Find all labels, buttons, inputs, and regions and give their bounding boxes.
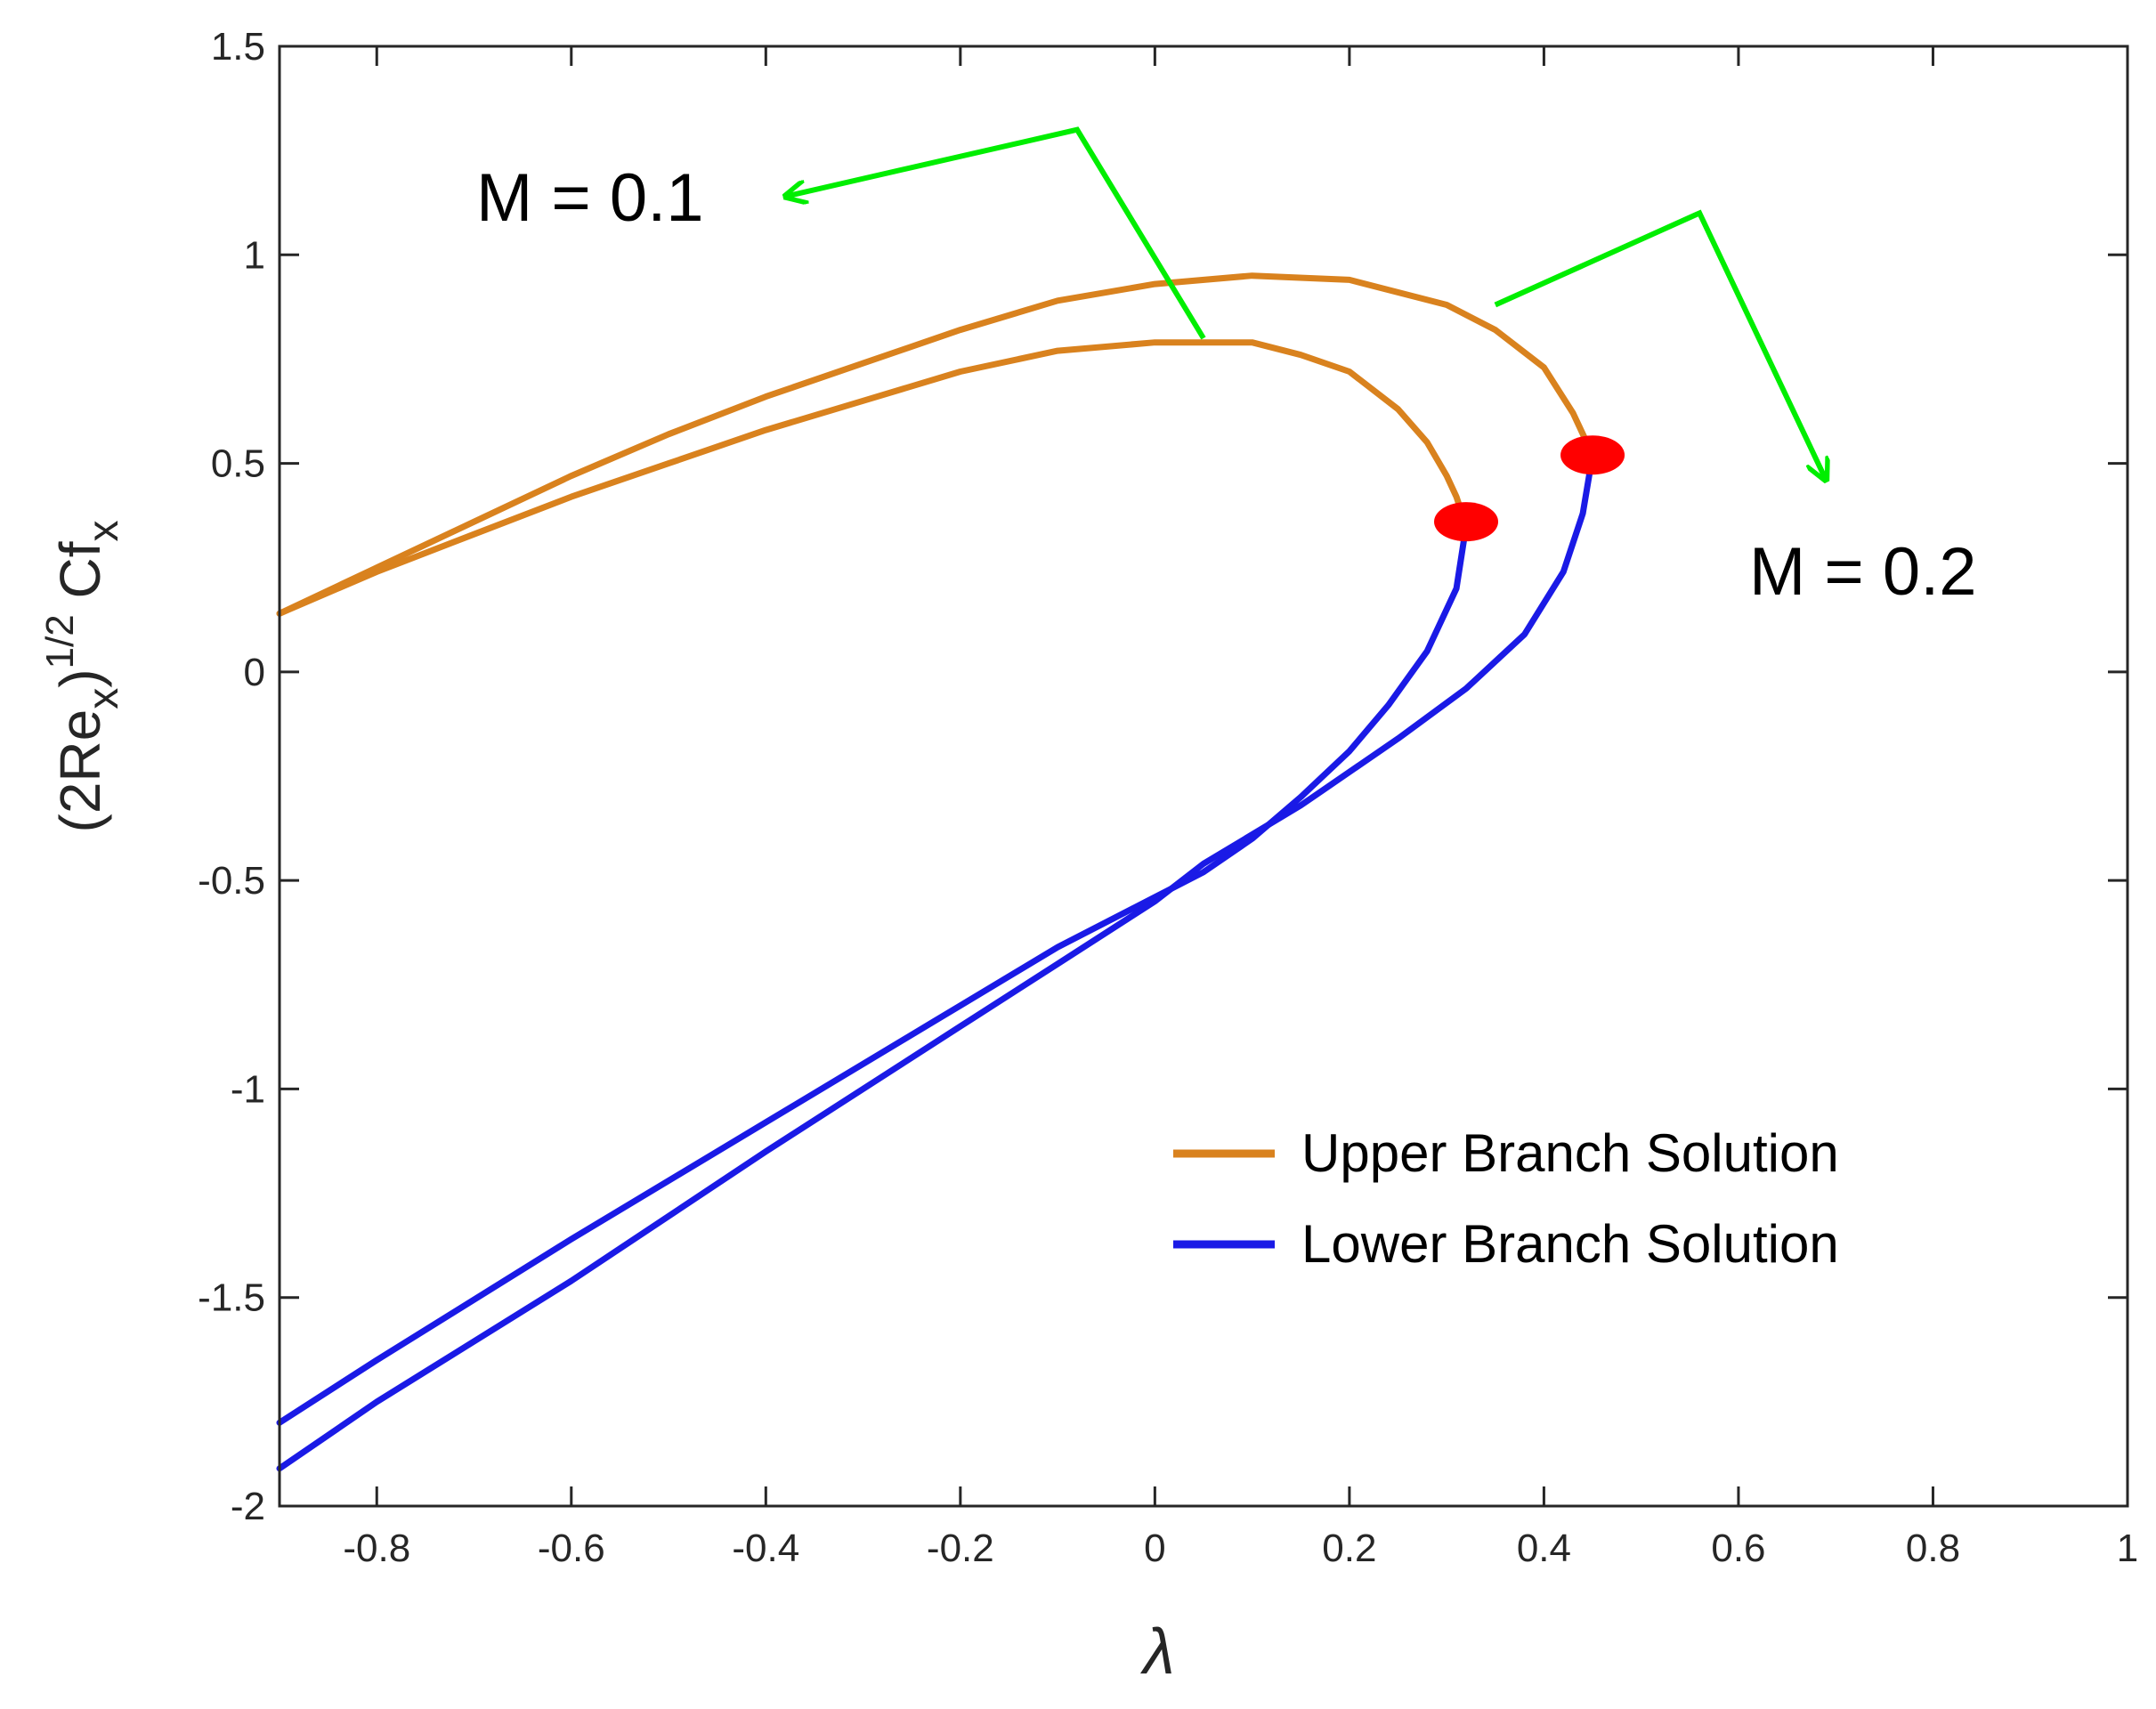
y-axis-title-suffix: Cf (48, 541, 112, 614)
y-axis-title-sub2: x (80, 521, 127, 542)
annotation-arrow-m02 (1494, 209, 1827, 480)
y-axis-title-sup: 1/2 (38, 614, 82, 668)
legend: Upper Branch Solution Lower Branch Solut… (1173, 1123, 1839, 1274)
plot-area (280, 46, 2128, 1506)
x-tick-label: -0.8 (343, 1527, 410, 1570)
y-axis-title-prefix: (2Re (48, 709, 112, 833)
x-tick-label: 0 (1144, 1527, 1165, 1570)
legend-label-lower: Lower Branch Solution (1301, 1214, 1839, 1274)
y-axis-title-mid: ) (48, 668, 112, 687)
annotation-layer (785, 126, 1827, 481)
y-tick-label: 1.5 (211, 25, 265, 69)
ticks-layer: -0.8 -0.6 -0.4 -0.2 0 0.2 0.4 0.6 0.8 1 -2 -1.5 -1 -0… (198, 25, 2138, 1570)
x-tick-label: 1 (2117, 1527, 2138, 1570)
x-tick-label: -0.2 (927, 1527, 994, 1570)
y-axis-title-sub1: x (80, 688, 127, 709)
series-line-m02-upper (276, 272, 1596, 617)
series-layer (276, 272, 1596, 1472)
y-tick-label: -2 (231, 1485, 265, 1528)
legend-label-upper: Upper Branch Solution (1301, 1123, 1839, 1183)
y-tick-label: -0.5 (198, 859, 265, 903)
x-axis-title: λ (1139, 1616, 1174, 1688)
turning-point-marker-m02 (1560, 435, 1625, 475)
y-tick-label: 0.5 (211, 442, 265, 486)
x-tick-label: 0.4 (1517, 1527, 1571, 1570)
x-tick-label: -0.6 (538, 1527, 605, 1570)
y-tick-label: 1 (244, 233, 265, 277)
y-tick-label: -1.5 (198, 1276, 265, 1320)
y-tick-label: 0 (244, 651, 265, 694)
x-tick-label: -0.4 (732, 1527, 799, 1570)
annotation-arrow-m01 (785, 126, 1206, 340)
annotation-label-m01: M = 0.1 (476, 160, 704, 236)
series-line-m02-lower (276, 451, 1596, 1472)
y-axis-title: (2Rex)1/2 Cfx (38, 521, 127, 833)
turning-point-marker-m01 (1434, 502, 1499, 542)
series-line-m01-upper (276, 339, 1470, 617)
series-line-m01-lower (276, 522, 1470, 1426)
marker-layer (1434, 435, 1625, 542)
x-tick-label: 0.8 (1906, 1527, 1960, 1570)
y-tick-label: -1 (231, 1067, 265, 1111)
x-tick-label: 0.6 (1711, 1527, 1765, 1570)
x-tick-label: 0.2 (1322, 1527, 1376, 1570)
annotation-label-m02: M = 0.2 (1749, 534, 1977, 610)
plot-frame (278, 45, 2129, 1508)
